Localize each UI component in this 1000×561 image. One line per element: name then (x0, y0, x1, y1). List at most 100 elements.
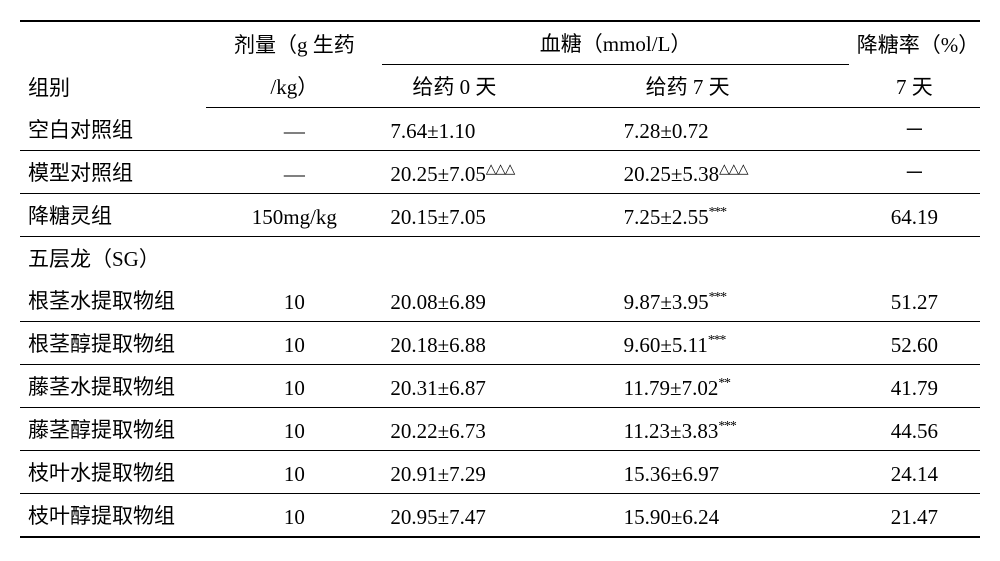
cell-bg0: 20.15±7.05 (382, 194, 615, 237)
cell-value: 20.25±5.38 (624, 162, 720, 186)
cell-value: 11.79±7.02 (624, 376, 719, 400)
cell-value: 15.36±6.97 (624, 462, 720, 486)
cell-value: 20.25±7.05 (390, 162, 486, 186)
cell-value: 7.64±1.10 (390, 119, 475, 143)
cell-group: 根茎醇提取物组 (20, 322, 206, 365)
cell-value: 20.18±6.88 (390, 333, 486, 357)
header-dose-top: 剂量（g 生药 (206, 21, 382, 65)
cell-dose: 10 (206, 322, 382, 365)
header-bg7-label: 给药 7 天 (646, 75, 730, 99)
cell-value: 9.60±5.11 (624, 333, 708, 357)
cell-value: 20.31±6.87 (390, 376, 486, 400)
cell-rate: 21.47 (849, 494, 980, 538)
header-bg7: 给药 7 天 (616, 65, 849, 108)
cell-sup: *** (709, 204, 726, 219)
cell-group: 空白对照组 (20, 108, 206, 151)
cell-group: 藤茎醇提取物组 (20, 408, 206, 451)
cell-dose: 10 (206, 365, 382, 408)
cell-sup: ** (718, 375, 730, 390)
cell-dose: 150mg/kg (206, 194, 382, 237)
header-row-1: 组别 剂量（g 生药 血糖（mmol/L） 降糖率（%） (20, 21, 980, 65)
cell-bg0: 20.22±6.73 (382, 408, 615, 451)
header-group: 组别 (20, 21, 206, 108)
cell-bg7: 7.25±2.55*** (616, 194, 849, 237)
cell-bg7: 11.79±7.02** (616, 365, 849, 408)
cell-bg7: 15.36±6.97 (616, 451, 849, 494)
table-row: 枝叶醇提取物组10 20.95±7.47 15.90±6.24 21.47 (20, 494, 980, 538)
table-row: 藤茎水提取物组1020.31±6.8711.79±7.02**41.79 (20, 365, 980, 408)
cell-value: 7.25±2.55 (624, 205, 709, 229)
table-row: 根茎水提取物组1020.08±6.899.87±3.95***51.27 (20, 279, 980, 322)
table-row: 模型对照组—20.25±7.05△△△20.25±5.38△△△－ (20, 151, 980, 194)
cell-bg7: 20.25±5.38△△△ (616, 151, 849, 194)
cell-sup: *** (709, 289, 726, 304)
cell-dose: 10 (206, 494, 382, 538)
header-dose-bot-label: /kg） (270, 75, 318, 99)
cell-bg0: 20.25±7.05△△△ (382, 151, 615, 194)
header-rate-top: 降糖率（%） (849, 21, 980, 65)
data-table: 组别 剂量（g 生药 血糖（mmol/L） 降糖率（%） /kg） 给药 0 天… (20, 20, 980, 538)
cell-rate: － (849, 108, 980, 151)
header-bg0-label: 给药 0 天 (412, 75, 496, 99)
header-bloodglucose: 血糖（mmol/L） (382, 21, 848, 65)
section-label-cell: 五层龙（SG） (20, 237, 980, 280)
cell-rate: － (849, 151, 980, 194)
cell-value: 20.95±7.47 (390, 505, 486, 529)
cell-bg0: 7.64±1.10 (382, 108, 615, 151)
table-header: 组别 剂量（g 生药 血糖（mmol/L） 降糖率（%） /kg） 给药 0 天… (20, 21, 980, 108)
cell-value: 20.15±7.05 (390, 205, 486, 229)
cell-group: 藤茎水提取物组 (20, 365, 206, 408)
table-container: 组别 剂量（g 生药 血糖（mmol/L） 降糖率（%） /kg） 给药 0 天… (20, 20, 980, 538)
cell-sup: △△△ (486, 161, 514, 176)
cell-bg7: 15.90±6.24 (616, 494, 849, 538)
cell-rate: 44.56 (849, 408, 980, 451)
header-bg0: 给药 0 天 (382, 65, 615, 108)
cell-group: 根茎水提取物组 (20, 279, 206, 322)
table-row: 藤茎醇提取物组1020.22±6.7311.23±3.83***44.56 (20, 408, 980, 451)
cell-bg7: 9.60±5.11*** (616, 322, 849, 365)
cell-sup: *** (708, 332, 725, 347)
cell-bg0: 20.18±6.88 (382, 322, 615, 365)
header-group-label: 组别 (28, 76, 70, 100)
cell-dose: — (206, 151, 382, 194)
header-dose-bot: /kg） (206, 65, 382, 108)
table-row: 根茎醇提取物组1020.18±6.889.60±5.11***52.60 (20, 322, 980, 365)
cell-rate: 51.27 (849, 279, 980, 322)
cell-sup: △△△ (719, 161, 747, 176)
cell-rate: 52.60 (849, 322, 980, 365)
cell-bg0: 20.08±6.89 (382, 279, 615, 322)
cell-dose: — (206, 108, 382, 151)
cell-bg0: 20.95±7.47 (382, 494, 615, 538)
cell-rate: 41.79 (849, 365, 980, 408)
cell-group: 枝叶醇提取物组 (20, 494, 206, 538)
cell-group: 降糖灵组 (20, 194, 206, 237)
table-row: 空白对照组— 7.64±1.10 7.28±0.72 － (20, 108, 980, 151)
cell-group: 枝叶水提取物组 (20, 451, 206, 494)
cell-bg0: 20.91±7.29 (382, 451, 615, 494)
cell-dose: 10 (206, 451, 382, 494)
cell-value: 20.08±6.89 (390, 290, 486, 314)
cell-value: 9.87±3.95 (624, 290, 709, 314)
cell-value: 11.23±3.83 (624, 419, 719, 443)
table-row: 降糖灵组150mg/kg20.15±7.057.25±2.55***64.19 (20, 194, 980, 237)
table-body: 空白对照组—7.64±1.107.28±0.72－模型对照组—20.25±7.0… (20, 108, 980, 538)
cell-bg7: 9.87±3.95*** (616, 279, 849, 322)
cell-value: 7.28±0.72 (624, 119, 709, 143)
header-dose-top-label: 剂量（g 生药 (234, 33, 355, 57)
cell-rate: 64.19 (849, 194, 980, 237)
cell-dose: 10 (206, 408, 382, 451)
cell-value: 15.90±6.24 (624, 505, 720, 529)
cell-value: 20.22±6.73 (390, 419, 486, 443)
header-rate-bot-label: 7 天 (896, 75, 933, 99)
cell-sup: *** (718, 418, 735, 433)
header-bloodglucose-label: 血糖（mmol/L） (540, 32, 692, 56)
header-rate-bot: 7 天 (849, 65, 980, 108)
cell-bg7: 11.23±3.83*** (616, 408, 849, 451)
cell-bg7: 7.28±0.72 (616, 108, 849, 151)
section-row: 五层龙（SG） (20, 237, 980, 280)
cell-bg0: 20.31±6.87 (382, 365, 615, 408)
cell-rate: 24.14 (849, 451, 980, 494)
table-row: 枝叶水提取物组10 20.91±7.29 15.36±6.97 24.14 (20, 451, 980, 494)
cell-value: 20.91±7.29 (390, 462, 486, 486)
cell-dose: 10 (206, 279, 382, 322)
